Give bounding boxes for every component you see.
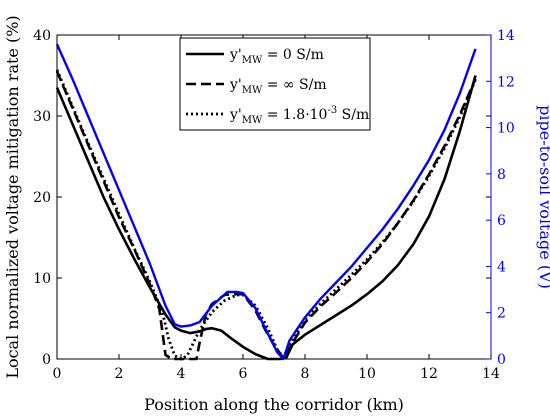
series-line-3: [55, 69, 477, 361]
y-left-tick-label-2: 20: [33, 190, 51, 206]
y-right-tick-label-5: 10: [497, 121, 515, 137]
y-right-tick-label-3: 6: [497, 213, 506, 229]
x-tick-label-2: 4: [177, 366, 186, 382]
series-line-2: [55, 70, 477, 361]
x-tick-label-7: 14: [482, 366, 500, 382]
y-left-tick-label-4: 40: [33, 28, 51, 44]
y-left-tick-label-1: 10: [33, 271, 51, 287]
y-right-tick-label-6: 12: [497, 74, 515, 90]
legend-label-3: y'MW = 1.8·10-3 S/m: [229, 105, 369, 126]
x-axis-label: Position along the corridor (km): [144, 395, 404, 414]
y-right-tick-label-2: 4: [497, 259, 506, 275]
x-tick-label-0: 0: [53, 366, 62, 382]
y-axis-left-label: Local normalized voltage mitigation rate…: [3, 15, 22, 378]
y-right-tick-label-0: 0: [497, 352, 506, 368]
series-line-1: [55, 75, 477, 361]
legend: y'MW = 0 S/m y'MW = ∞ S/m y'MW = 1.8·10-3 …: [179, 37, 371, 131]
right-axis: 0 2 4 6 8 10 12 14: [486, 28, 515, 368]
left-axis: 0 10 20 30 40: [33, 28, 491, 368]
y-right-tick-label-7: 14: [497, 28, 515, 44]
x-tick-label-1: 2: [115, 366, 124, 382]
y-left-tick-label-0: 0: [42, 352, 51, 368]
x-tick-label-6: 12: [420, 366, 438, 382]
x-tick-label-3: 6: [239, 366, 248, 382]
y-left-tick-label-3: 30: [33, 109, 51, 125]
x-tick-label-5: 10: [358, 366, 376, 382]
series-layer: [55, 43, 477, 361]
y-right-tick-label-4: 8: [497, 167, 506, 183]
legend-label-1: y'MW = 0 S/m: [229, 47, 324, 66]
series-line-4: [55, 43, 477, 361]
legend-label-2: y'MW = ∞ S/m: [229, 77, 327, 96]
x-tick-label-4: 8: [301, 366, 310, 382]
y-axis-right-label: pipe-to-soil voltage (V): [536, 105, 550, 289]
y-right-tick-label-1: 2: [497, 306, 506, 322]
